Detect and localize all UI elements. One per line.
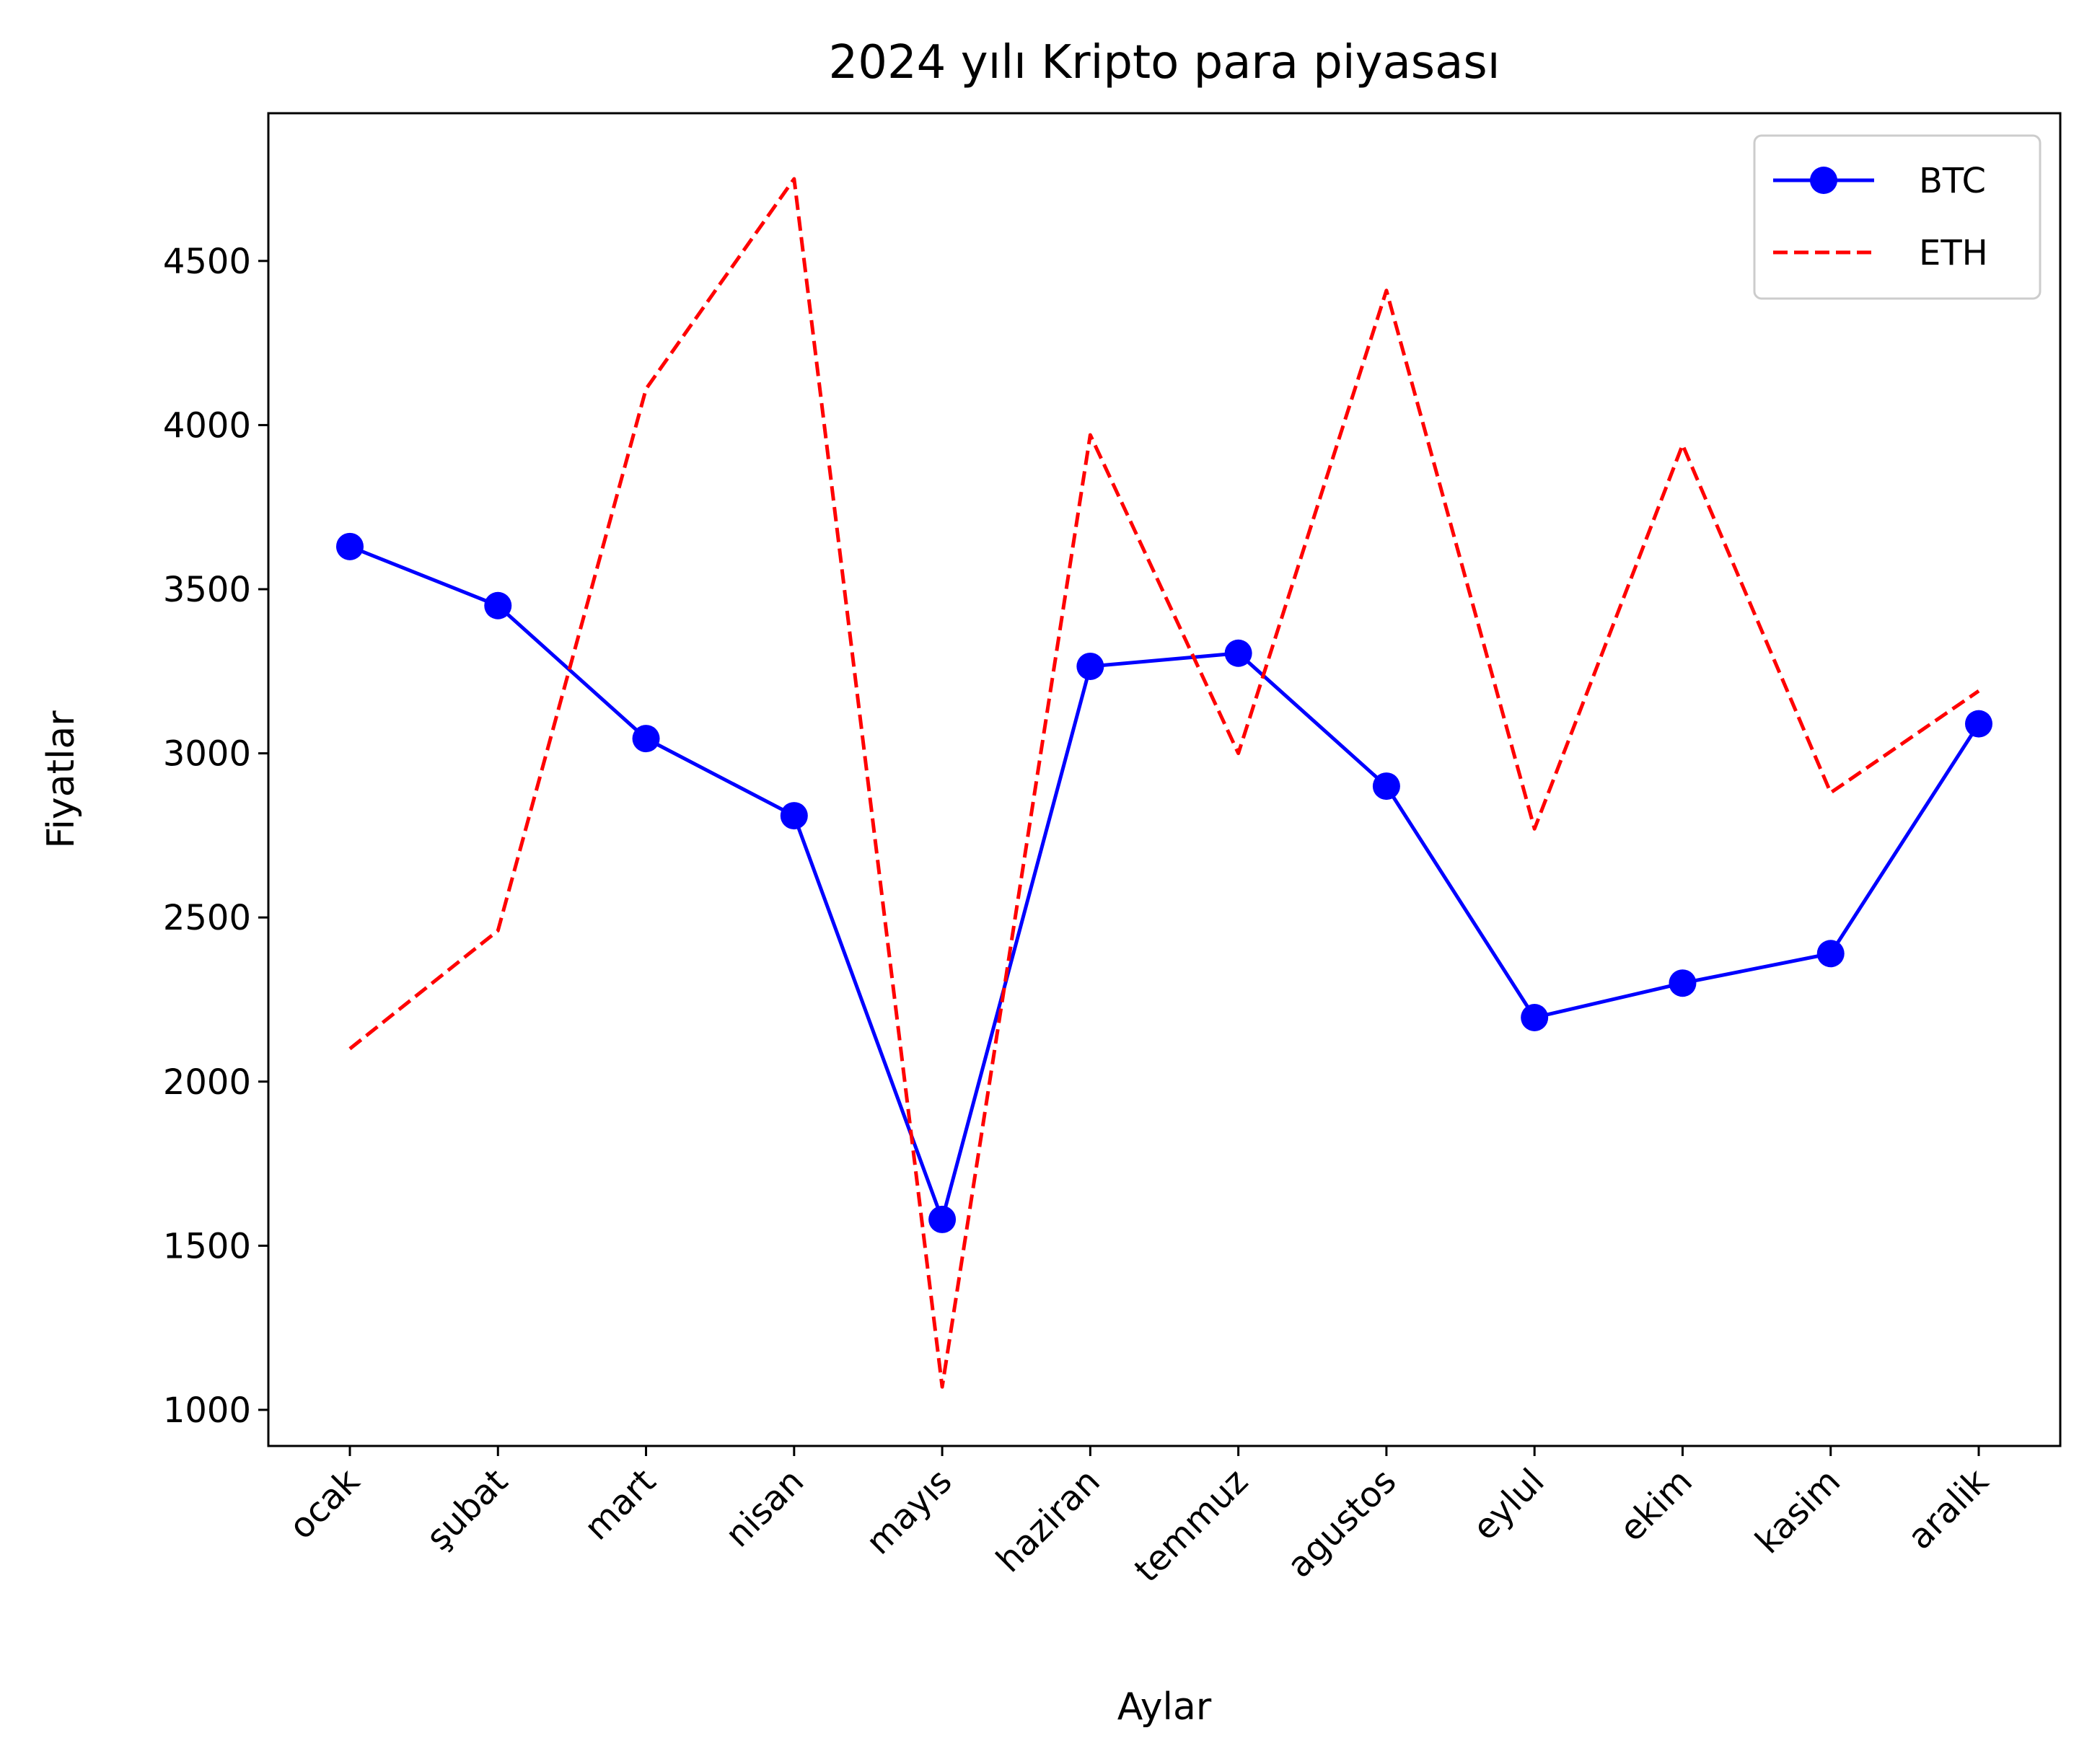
x-tick-label: kasim [1748,1461,1849,1562]
y-tick-label: 3500 [163,570,251,610]
x-tick-label: aralik [1900,1461,1997,1558]
y-tick-label: 4500 [163,242,251,282]
data-point-btc [1372,772,1400,801]
series-line-eth [348,177,1980,1389]
data-point-btc [1076,652,1104,680]
y-tick-label: 1500 [163,1226,251,1266]
data-point-btc [1669,969,1697,997]
plot-frame [267,112,2062,1447]
series-layer [336,177,1992,1389]
x-tick-label: nisan [718,1461,812,1556]
legend-box [1753,134,2042,300]
y-tick-label: 2000 [163,1062,251,1103]
y-axis-label: Fiyatlar [40,710,83,849]
x-tick-label: mart [576,1461,664,1548]
x-tick-label: temmuz [1127,1461,1256,1590]
x-tick-label: haziran [988,1461,1107,1580]
data-point-btc [1521,1004,1549,1031]
plot-area [268,113,2060,1446]
y-tick-label: 4000 [163,405,251,446]
data-point-btc [336,532,364,560]
y-tick-label: 1000 [163,1390,251,1431]
series-line-btc [349,544,1981,1222]
chart-title: 2024 yılı Kripto para piyasası [829,36,1500,89]
x-axis-ticks: ocak şubat mart nisan mayıs haziran temmuz agus… [281,1446,1997,1590]
data-point-btc [1965,710,1992,738]
y-tick-label: 2500 [163,898,251,938]
data-point-btc [780,802,808,830]
y-tick-label: 3000 [163,734,251,775]
x-tick-label: eylul [1465,1461,1552,1548]
legend: BTC ETH [1753,134,2042,300]
data-point-btc [1224,639,1252,667]
data-point-btc [484,591,512,619]
x-tick-label: ekim [1612,1461,1700,1550]
x-tick-label: mayıs [858,1461,960,1563]
x-tick-label: ocak [281,1461,368,1548]
data-point-btc [928,1205,957,1233]
x-axis-label: Aylar [1117,1685,1212,1729]
y-axis-ticks: 1000 1500 2000 2500 3000 3500 4000 4500 [163,242,268,1431]
data-point-btc [632,725,660,753]
legend-eth-label: ETH [1919,233,1988,273]
x-tick-label: şubat [418,1461,515,1558]
legend-btc-marker [1810,167,1837,194]
data-point-btc [1816,940,1845,968]
legend-btc-label: BTC [1919,161,1986,201]
x-tick-label: agustos [1279,1461,1404,1586]
